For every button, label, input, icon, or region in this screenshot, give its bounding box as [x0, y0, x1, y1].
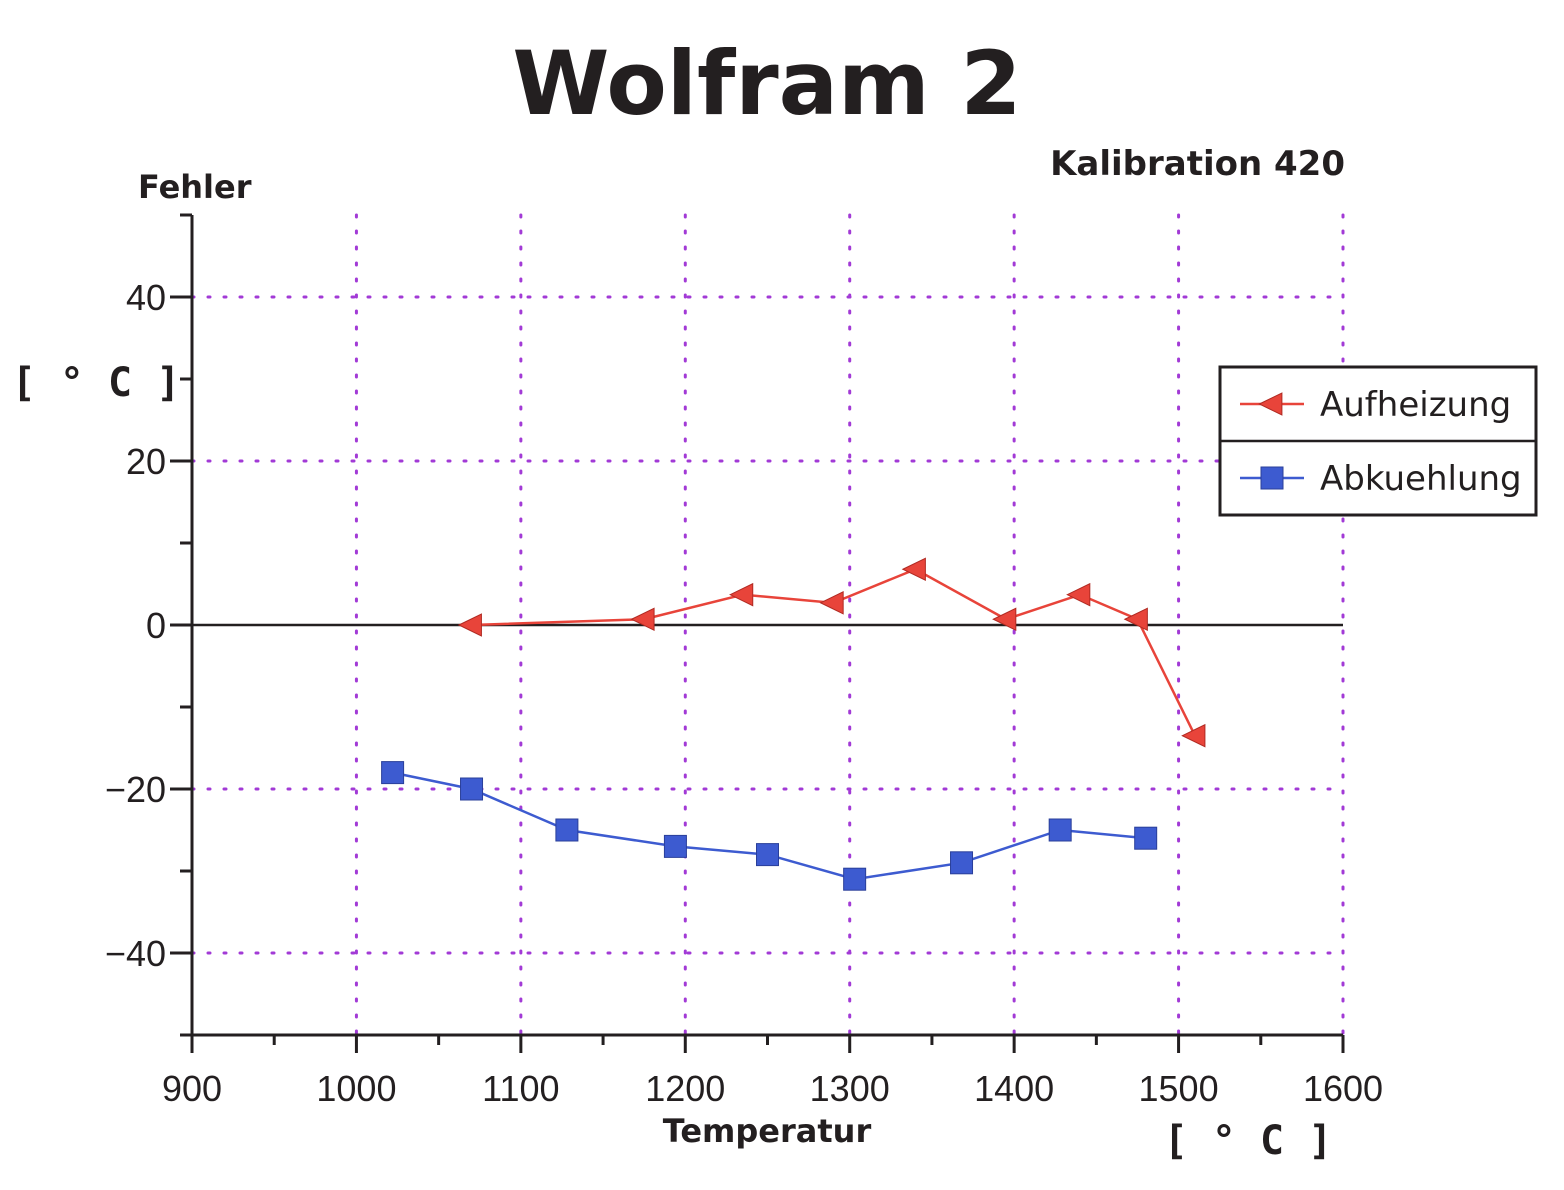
legend-marker-abkuehlung	[1260, 466, 1284, 490]
y-tick-label: −40	[105, 933, 166, 974]
y-tick-label: −20	[105, 769, 166, 810]
data-point-aufheizung	[457, 613, 482, 637]
data-point-abkuehlung	[460, 777, 484, 801]
x-tick-label: 1300	[810, 1068, 890, 1109]
x-axis-unit: [ ° C ]	[1164, 1118, 1333, 1164]
data-point-aufheizung	[1181, 723, 1206, 748]
x-tick-label: 1500	[1139, 1068, 1219, 1109]
chart-subtitle: Kalibration 420	[1050, 144, 1345, 184]
y-tick-label: 20	[126, 441, 166, 482]
legend-label-aufheizung: Aufheizung	[1320, 385, 1511, 425]
x-tick-label: 1200	[645, 1068, 725, 1109]
data-point-abkuehlung	[663, 834, 687, 858]
data-point-aufheizung	[992, 607, 1017, 632]
data-point-aufheizung	[630, 607, 655, 632]
data-point-aufheizung	[1066, 582, 1091, 607]
y-tick-label: 40	[126, 277, 166, 318]
legend-label-abkuehlung: Abkuehlung	[1320, 459, 1522, 499]
data-point-abkuehlung	[1134, 826, 1158, 850]
legend: Aufheizung Abkuehlung	[1218, 365, 1538, 517]
x-tick-label: 900	[162, 1068, 222, 1109]
data-point-aufheizung	[729, 582, 754, 607]
data-point-abkuehlung	[843, 867, 867, 891]
data-point-aufheizung	[1123, 607, 1148, 632]
y-tick-label: 0	[146, 605, 166, 646]
x-tick-label: 1000	[316, 1068, 396, 1109]
y-axis-title: Fehler	[138, 168, 252, 206]
x-tick-label: 1600	[1303, 1068, 1383, 1109]
data-point-abkuehlung	[555, 818, 579, 842]
data-point-aufheizung	[901, 557, 926, 582]
plot-area: 40 20 0 −20 −40 900 1000 1100 1200 1300 1400 1500 16…	[105, 213, 1383, 1109]
data-point-abkuehlung	[950, 851, 974, 875]
chart-title: Wolfram 2	[512, 32, 1021, 135]
legend-marker-aufheizung	[1258, 392, 1283, 416]
data-point-abkuehlung	[381, 761, 405, 785]
x-tick-label: 1100	[482, 1068, 559, 1109]
data-point-abkuehlung	[756, 843, 779, 867]
y-axis-unit: [ ° C ]	[12, 360, 181, 406]
data-point-abkuehlung	[1048, 818, 1072, 842]
data-point-aufheizung	[819, 591, 844, 615]
x-tick-label: 1400	[974, 1068, 1054, 1109]
x-axis-title: Temperatur	[663, 1112, 872, 1150]
